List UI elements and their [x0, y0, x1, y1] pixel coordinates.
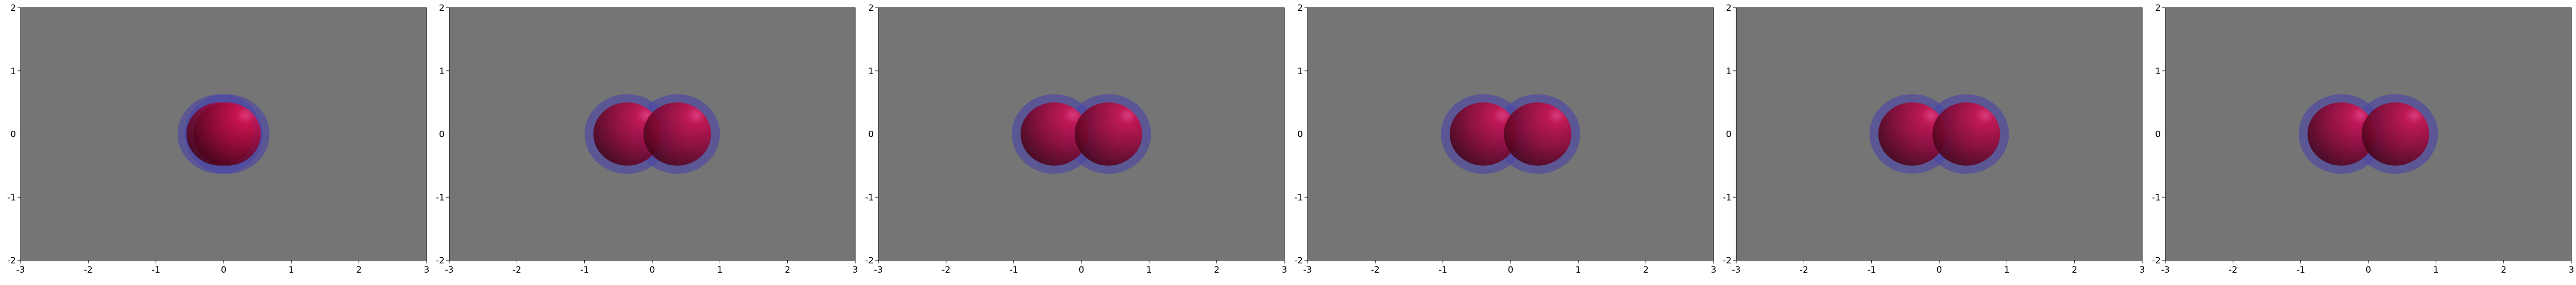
x-tick-label: -2	[513, 265, 521, 275]
sphere-marks	[177, 94, 270, 174]
x-tick-label: 0	[1937, 265, 1942, 275]
x-tick-label: 3	[2140, 265, 2145, 275]
x-tick-label: 2	[356, 265, 362, 275]
x-tick-label: 1	[717, 265, 723, 275]
y-tick-label: 0	[439, 130, 445, 140]
x-tick-label: -2	[1800, 265, 1808, 275]
y-tick-label: -2	[7, 256, 16, 266]
x-tick-label: 3	[853, 265, 858, 275]
x-tick-label: 0	[1079, 265, 1084, 275]
y-tick-label: 2	[868, 3, 874, 13]
sphere-1	[1020, 102, 1089, 166]
x-tick-label: 3	[424, 265, 430, 275]
sphere-2	[1074, 102, 1143, 166]
y-tick-label: 0	[1297, 130, 1303, 140]
y-tick-label: 0	[2155, 130, 2161, 140]
sphere-marks	[1011, 94, 1151, 174]
x-tick-label: 2	[785, 265, 790, 275]
y-tick-label: 0	[1726, 130, 1732, 140]
y-tick-label: 1	[868, 66, 874, 77]
x-tick-label: -1	[151, 265, 160, 275]
y-tick-label: 2	[2155, 3, 2161, 13]
y-tick-label: -1	[865, 192, 874, 203]
x-tick-label: -2	[942, 265, 951, 275]
x-tick-label: -2	[2229, 265, 2238, 275]
x-tick-label: -1	[1438, 265, 1447, 275]
sphere-1	[593, 102, 662, 166]
sphere-2	[643, 102, 711, 166]
sphere-marks	[584, 94, 720, 174]
x-tick-label: -2	[1371, 265, 1380, 275]
x-tick-label: -3	[16, 265, 25, 275]
y-tick-label: -2	[2152, 256, 2161, 266]
y-tick-label: 0	[868, 130, 874, 140]
y-tick-label: -2	[1723, 256, 1732, 266]
y-tick-label: 1	[1726, 66, 1732, 77]
x-tick-label: 1	[1575, 265, 1581, 275]
y-tick-label: 2	[439, 3, 445, 13]
x-tick-label: 3	[1282, 265, 1287, 275]
x-tick-label: 1	[2004, 265, 2010, 275]
y-tick-label: 1	[10, 66, 16, 77]
x-tick-label: -3	[1303, 265, 1312, 275]
x-tick-label: 3	[2569, 265, 2574, 275]
sphere-2	[1932, 102, 2001, 166]
sphere-2	[2361, 102, 2430, 166]
x-tick-label: 0	[650, 265, 655, 275]
x-tick-label: -3	[874, 265, 883, 275]
x-tick-label: -3	[1732, 265, 1741, 275]
y-tick-label: 2	[10, 3, 16, 13]
x-tick-label: -1	[2296, 265, 2305, 275]
y-tick-label: -2	[436, 256, 445, 266]
x-tick-label: 2	[2501, 265, 2506, 275]
y-tick-label: -1	[436, 192, 445, 203]
x-tick-label: 0	[2366, 265, 2371, 275]
x-tick-label: 2	[2072, 265, 2077, 275]
x-tick-label: 0	[1508, 265, 1514, 275]
x-tick-label: -3	[445, 265, 454, 275]
y-tick-label: -1	[1723, 192, 1732, 203]
sphere-marks	[1869, 94, 2009, 174]
x-tick-label: 3	[1711, 265, 1717, 275]
y-tick-label: -1	[2152, 192, 2161, 203]
sphere-2	[1503, 102, 1572, 166]
sphere-marks	[1440, 94, 1581, 174]
x-tick-label: 1	[1146, 265, 1152, 275]
x-tick-label: -1	[580, 265, 589, 275]
sphere-2	[193, 102, 261, 166]
x-tick-label: 2	[1214, 265, 1219, 275]
y-tick-label: -2	[865, 256, 874, 266]
x-tick-label: 0	[221, 265, 227, 275]
x-tick-label: -1	[1009, 265, 1018, 275]
y-tick-label: 0	[10, 130, 16, 140]
y-tick-label: 2	[1726, 3, 1732, 13]
x-tick-label: 2	[1643, 265, 1649, 275]
y-tick-label: 1	[439, 66, 445, 77]
x-tick-label: -3	[2161, 265, 2170, 275]
y-tick-label: 1	[1297, 66, 1303, 77]
y-tick-label: -2	[1294, 256, 1303, 266]
x-tick-label: -1	[1867, 265, 1876, 275]
sphere-1	[2307, 102, 2376, 166]
y-tick-label: -1	[1294, 192, 1303, 203]
y-tick-label: 1	[2155, 66, 2161, 77]
sphere-1	[1449, 102, 1518, 166]
y-tick-label: 2	[1297, 3, 1303, 13]
sphere-1	[1878, 102, 1946, 166]
y-tick-label: -1	[7, 192, 16, 203]
sphere-marks	[2298, 94, 2438, 174]
x-tick-label: 1	[289, 265, 294, 275]
x-tick-label: -2	[84, 265, 93, 275]
x-tick-label: 1	[2433, 265, 2439, 275]
